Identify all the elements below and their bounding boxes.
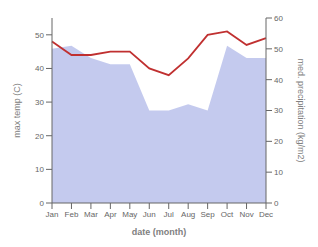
svg-text:Oct: Oct	[221, 210, 234, 219]
svg-text:30: 30	[274, 106, 283, 115]
svg-text:max temp (C): max temp (C)	[12, 83, 22, 138]
svg-text:Sep: Sep	[201, 210, 216, 219]
svg-text:Apr: Apr	[104, 210, 117, 219]
svg-text:40: 40	[35, 64, 44, 73]
svg-text:Nov: Nov	[239, 210, 253, 219]
svg-text:20: 20	[274, 137, 283, 146]
svg-text:0: 0	[40, 199, 45, 208]
svg-text:20: 20	[35, 132, 44, 141]
svg-text:May: May	[122, 210, 137, 219]
svg-text:50: 50	[35, 31, 44, 40]
svg-text:10: 10	[35, 165, 44, 174]
svg-text:Jan: Jan	[46, 210, 59, 219]
svg-text:date (month): date (month)	[132, 227, 187, 237]
svg-text:50: 50	[274, 45, 283, 54]
svg-text:Mar: Mar	[84, 210, 98, 219]
svg-text:Jul: Jul	[164, 210, 174, 219]
svg-text:med. precipitation (kg/m2): med. precipitation (kg/m2)	[296, 58, 306, 162]
svg-text:0: 0	[274, 199, 279, 208]
svg-text:Dec: Dec	[259, 210, 273, 219]
svg-text:30: 30	[35, 98, 44, 107]
svg-text:40: 40	[274, 76, 283, 85]
svg-text:60: 60	[274, 14, 283, 23]
svg-text:Jun: Jun	[143, 210, 156, 219]
svg-text:Feb: Feb	[65, 210, 79, 219]
svg-text:10: 10	[274, 168, 283, 177]
svg-text:Aug: Aug	[181, 210, 195, 219]
